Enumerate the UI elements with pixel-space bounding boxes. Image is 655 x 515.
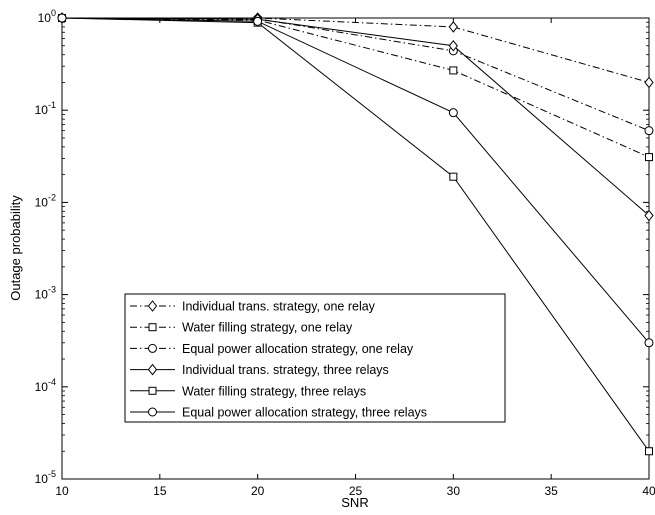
legend-label: Equal power allocation strategy, three r… bbox=[182, 406, 427, 420]
data-point-marker bbox=[253, 16, 263, 26]
data-point-marker bbox=[644, 338, 654, 348]
y-tick-label: 10-2 bbox=[35, 192, 56, 209]
x-tick-label: 40 bbox=[642, 484, 655, 498]
x-tick-label: 35 bbox=[544, 484, 558, 498]
legend-label: Equal power allocation strategy, one rel… bbox=[182, 342, 414, 356]
data-point-marker bbox=[448, 39, 458, 52]
legend-label: Water filling strategy, one relay bbox=[182, 321, 353, 335]
legend-marker bbox=[148, 343, 157, 353]
y-tick-base: 10 bbox=[35, 472, 49, 486]
legend-box bbox=[124, 293, 506, 423]
data-point-marker bbox=[644, 126, 654, 136]
y-tick-label: 10-5 bbox=[35, 469, 56, 486]
legend-label: Individual trans. strategy, three relays bbox=[182, 363, 389, 377]
series-5 bbox=[57, 13, 654, 348]
data-point-marker bbox=[448, 21, 458, 33]
legend-marker bbox=[148, 386, 157, 395]
legend-label: Water filling strategy, three relays bbox=[182, 384, 366, 398]
y-tick-base: 10 bbox=[35, 195, 49, 209]
y-tick-base: 10 bbox=[35, 380, 49, 394]
x-tick-label: 15 bbox=[153, 484, 167, 498]
legend: Individual trans. strategy, one relay Wat… bbox=[124, 293, 506, 423]
y-tick-exponent: -4 bbox=[48, 377, 56, 387]
y-tick-exponent: -2 bbox=[48, 192, 56, 202]
y-tick-exponent: -5 bbox=[48, 469, 56, 479]
series-line bbox=[61, 17, 650, 216]
y-tick-base: 10 bbox=[35, 103, 49, 117]
x-tick-label: 30 bbox=[447, 484, 461, 498]
x-axis-title: SNR bbox=[341, 495, 368, 510]
series-line bbox=[61, 17, 650, 452]
data-point-marker bbox=[448, 108, 458, 118]
x-tick-label: 10 bbox=[55, 484, 69, 498]
data-point-marker bbox=[449, 172, 458, 181]
legend-marker bbox=[148, 323, 157, 332]
x-tick-label: 20 bbox=[251, 484, 265, 498]
y-tick-label: 10-3 bbox=[35, 285, 56, 302]
data-point-marker bbox=[645, 153, 653, 162]
y-tick-exponent: 0 bbox=[51, 8, 56, 18]
data-point-marker bbox=[645, 447, 653, 456]
y-tick-base: 10 bbox=[35, 288, 49, 302]
legend-marker bbox=[147, 300, 158, 312]
legend-marker bbox=[148, 407, 157, 417]
y-tick-label: 10-1 bbox=[35, 100, 56, 117]
y-tick-base: 10 bbox=[38, 11, 52, 25]
series-line bbox=[61, 17, 650, 344]
legend-label: Individual trans. strategy, one relay bbox=[182, 300, 376, 314]
y-tick-exponent: -3 bbox=[48, 285, 56, 295]
y-tick-label: 100 bbox=[38, 8, 56, 25]
x-tick-label: 25 bbox=[349, 484, 363, 498]
data-point-marker bbox=[644, 209, 654, 222]
y-axis-title: Outage probability bbox=[8, 195, 23, 301]
data-point-marker bbox=[644, 76, 654, 89]
y-tick-exponent: -1 bbox=[48, 100, 56, 110]
data-point-marker bbox=[449, 66, 458, 75]
data-point-marker bbox=[57, 13, 67, 23]
legend-marker bbox=[147, 363, 158, 376]
y-tick-label: 10-4 bbox=[35, 377, 56, 394]
series-group bbox=[57, 12, 654, 456]
